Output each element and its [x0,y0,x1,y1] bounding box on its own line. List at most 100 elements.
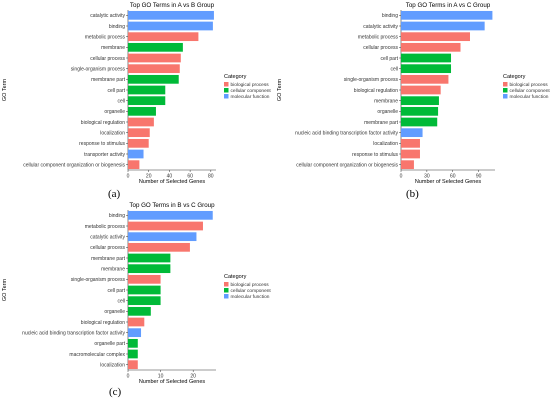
y-tick-label: single-organism process [71,277,126,283]
legend-entry: biological process [510,82,549,88]
x-tick-label: 60 [450,174,456,180]
y-tick-label: cellular component organization or bioge… [23,162,125,168]
bar [128,160,140,170]
y-axis-label: GO Term [2,278,8,301]
panel-label-b: (b) [406,188,419,200]
bar [401,74,449,84]
y-tick-label: membrane part [91,256,126,262]
legend-swatch [224,88,229,93]
legend-entry: molecular function [231,294,270,300]
bar [401,160,414,170]
x-tick-label: 60 [187,174,193,180]
bar [128,285,161,295]
bar [128,242,190,252]
legend-swatch [224,294,229,299]
x-axis-label: Number of Selected Genes [415,179,482,185]
y-tick-label: metabolic process [85,224,126,230]
legend-swatch [224,94,229,99]
chart-title: Top GO Terms in A vs C Group [406,2,491,9]
bar [401,117,438,127]
chart-2: Top GO Terms in B vs C Group binding metab… [2,202,272,385]
bar [401,32,470,42]
y-tick-label: transporter activity [84,152,125,158]
bar [128,149,144,159]
y-tick-label: cell part [380,56,398,62]
bar [128,32,199,42]
legend-title: Category [224,274,247,280]
x-tick-label: 40 [167,174,173,180]
y-tick-label: biological regulation [354,88,398,94]
y-tick-label: localization [100,362,125,368]
y-tick-label: single-organism process [344,77,399,83]
x-tick-label: 80 [208,174,214,180]
bar [128,360,138,370]
bar [401,106,439,116]
y-axis-label: GO Term [277,78,283,101]
y-tick-label: catalytic activity [90,13,125,19]
y-tick-label: nucleic acid binding transcription facto… [22,330,125,336]
chart-title: Top GO Terms in B vs C Group [129,202,215,209]
y-tick-label: single-organism process [71,66,126,72]
bar [128,328,142,338]
bar [401,64,452,74]
y-tick-label: nucleic acid binding transcription facto… [295,130,398,136]
y-tick-label: membrane [374,98,398,104]
y-tick-label: organelle [104,309,125,315]
bar [401,128,423,138]
y-tick-label: organelle [377,109,398,115]
bar [128,64,180,74]
x-tick-label: 90 [476,174,482,180]
y-tick-label: cellular component organization or bioge… [296,162,398,168]
chart-1: Top GO Terms in A vs C Group binding catal… [277,2,550,185]
bar [401,53,452,63]
y-tick-label: membrane part [91,77,126,83]
y-tick-label: catalytic activity [363,24,398,30]
y-tick-label: metabolic process [358,34,399,40]
y-axis-label: GO Term [2,78,8,101]
bar [128,221,203,231]
bar [128,21,213,31]
y-tick-label: cell part [107,88,125,94]
bar [128,274,161,284]
chart-title: Top GO Terms in A vs B Group [130,2,215,9]
bar [128,42,183,52]
y-tick-label: membrane part [364,120,399,126]
x-tick-label: 30 [424,174,430,180]
y-tick-label: cellular process [363,45,398,51]
y-tick-label: binding [382,13,398,19]
legend-entry: cellular component [231,288,272,294]
legend-entry: cellular component [231,88,272,94]
y-tick-label: membrane [101,45,125,51]
legend-swatch [224,82,229,87]
bar [128,296,161,306]
bar [128,253,171,263]
y-tick-label: catalytic activity [90,234,125,240]
x-tick-label: 0 [127,174,130,180]
y-tick-label: localization [373,141,398,147]
bar [401,138,420,148]
x-tick-label: 0 [127,374,130,380]
y-tick-label: binding [109,213,125,219]
y-tick-label: cell [117,98,125,104]
y-tick-label: cell part [107,288,125,294]
legend-entry: molecular function [231,94,270,100]
legend-swatch [503,94,508,99]
x-tick-label: 10 [158,374,164,380]
y-tick-label: membrane [101,266,125,272]
legend-entry: biological process [231,282,270,288]
legend-title: Category [224,74,247,80]
bar [128,349,138,359]
bar [128,53,181,63]
bar [401,149,420,159]
y-tick-label: metabolic process [85,34,126,40]
y-tick-label: biological regulation [81,320,125,326]
y-tick-label: organelle part [94,341,125,347]
y-tick-label: macromolecular complex [69,352,125,358]
bar [128,96,166,106]
y-tick-label: response to stimulus [352,152,398,158]
x-tick-label: 0 [400,174,403,180]
x-tick-label: 20 [190,374,196,380]
bar [128,264,171,274]
bar [128,232,197,242]
y-tick-label: binding [109,24,125,30]
